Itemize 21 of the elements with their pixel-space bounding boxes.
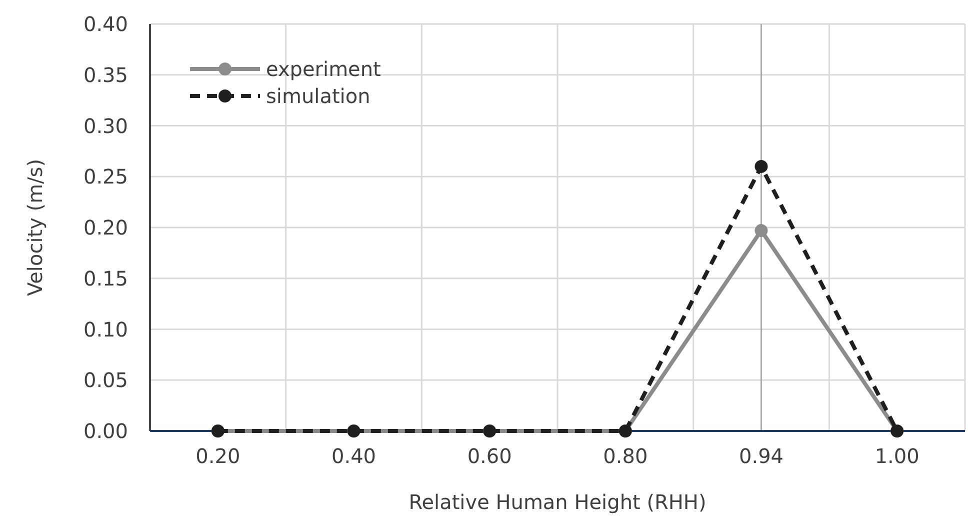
x-tick-label: 0.80 <box>603 444 648 468</box>
x-tick-label: 0.40 <box>331 444 376 468</box>
point <box>754 224 768 238</box>
legend-label: simulation <box>266 84 370 108</box>
x-tick-label: 0.20 <box>196 444 240 468</box>
point <box>754 160 768 173</box>
x-tick-label: 0.60 <box>467 444 512 468</box>
y-tick-label: 0.35 <box>83 62 128 87</box>
legend-label: experiment <box>266 57 382 81</box>
x-tick-label: 0.94 <box>738 444 784 468</box>
x-axis-title: Relative Human Height (RHH) <box>408 490 706 514</box>
y-tick-label: 0.05 <box>83 368 128 392</box>
y-tick-label: 0.25 <box>83 164 128 189</box>
y-tick-label: 0.15 <box>83 266 128 290</box>
y-tick-label: 0.30 <box>83 114 128 138</box>
y-tick-label: 0.40 <box>83 12 128 36</box>
y-axis-title: Velocity (m/s) <box>23 158 47 296</box>
y-tick-label: 0.00 <box>83 419 128 443</box>
y-tick-label: 0.10 <box>83 317 128 342</box>
x-tick-label: 1.00 <box>874 444 920 468</box>
y-tick-label: 0.20 <box>83 216 128 240</box>
